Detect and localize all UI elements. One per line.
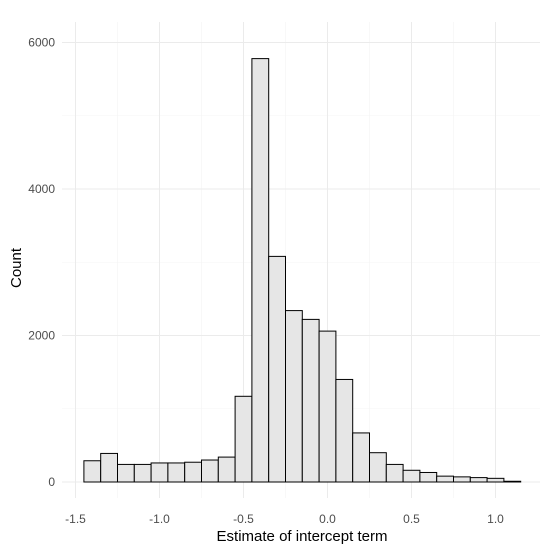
x-axis-ticks: -1.5 -1.0 -0.5 0.0 0.5 1.0 [65,512,504,526]
histogram-bar [100,452,118,483]
histogram-bar [369,452,387,483]
histogram-bar [453,476,471,483]
y-axis-ticks: 0 2000 4000 6000 [28,36,55,490]
x-tick-label: -1.5 [65,512,86,526]
histogram-bar [503,480,522,483]
x-tick-label: -0.5 [233,512,254,526]
grid [62,22,540,498]
histogram-bar [469,477,488,483]
x-tick-label: -1.0 [149,512,170,526]
histogram-bar [402,469,421,483]
x-tick-label: 1.0 [487,512,504,526]
histogram-bar [184,461,202,483]
y-tick-label: 4000 [28,182,55,196]
histogram-bar [436,475,455,483]
histogram-bar [301,318,320,483]
histogram-bar [352,432,371,483]
histogram-bar [251,58,270,483]
y-axis-title: Count [8,247,25,288]
y-tick-label: 6000 [28,36,55,50]
histogram-bars [83,58,522,483]
histogram-bar [83,460,102,483]
histogram-bar [318,330,337,483]
x-axis-title: Estimate of intercept term [217,528,388,545]
histogram-bar [335,378,354,483]
histogram-bar [486,477,505,483]
histogram-bar [150,462,169,483]
histogram-bar [167,462,186,483]
histogram-bar [285,310,303,483]
y-tick-label: 2000 [28,329,55,343]
histogram-bar [385,463,404,483]
histogram-bar [234,395,253,483]
histogram-bar [268,255,287,483]
x-tick-label: 0.0 [319,512,336,526]
histogram-bar [217,456,236,483]
histogram-bar [201,459,219,483]
y-tick-label: 0 [48,475,55,489]
x-tick-label: 0.5 [403,512,420,526]
histogram-bar [133,463,152,483]
histogram-bar [117,463,135,483]
histogram-bar [419,471,438,483]
